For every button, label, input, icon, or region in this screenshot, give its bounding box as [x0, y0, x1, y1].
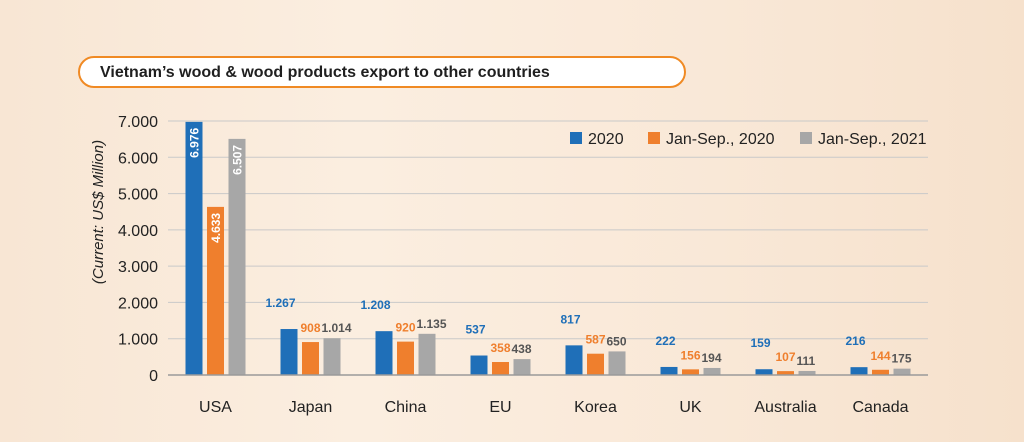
y-tick-label: 5.000 [118, 187, 158, 204]
bar-japan-2 [302, 342, 319, 375]
data-labels: 6.976 4.633 6.507 1.267 908 1.014 1.208 920 1.13… [188, 128, 912, 368]
bar-china-2 [397, 341, 414, 375]
chart-title: Vietnam’s wood & wood products export to… [100, 64, 550, 81]
x-tick-label: Korea [574, 399, 617, 416]
data-label: 107 [775, 350, 795, 364]
bar-australia-2 [777, 371, 794, 375]
y-axis-title: (Current: US$ Million) [90, 140, 107, 284]
data-label: 1.135 [417, 317, 447, 331]
y-tick-label: 1.000 [118, 332, 158, 349]
data-label: 159 [750, 336, 770, 350]
bar-eu-2 [492, 362, 509, 375]
x-tick-label: EU [489, 399, 511, 416]
bar-korea-1 [565, 345, 583, 375]
bar-uk-1 [660, 366, 678, 375]
data-label: 144 [870, 349, 890, 363]
data-label: 817 [560, 312, 580, 326]
bar-china-3 [418, 333, 436, 375]
bars [185, 121, 911, 376]
bar-australia-3 [798, 370, 816, 375]
bar-canada-1 [850, 367, 868, 375]
data-label: 587 [585, 333, 605, 347]
legend: 2020 Jan-Sep., 2020 Jan-Sep., 2021 [570, 131, 927, 148]
chart-title-box: Vietnam’s wood & wood products export to… [78, 56, 686, 88]
y-tick-label: 0 [149, 368, 158, 385]
bar-uk-2 [682, 369, 699, 375]
bar-eu-1 [470, 355, 488, 375]
bar-usa-2 [207, 206, 224, 375]
data-label: 6.976 [188, 128, 202, 158]
data-label: 156 [680, 348, 700, 362]
data-label: 908 [300, 321, 320, 335]
data-label: 222 [655, 334, 675, 348]
y-tick-label: 4.000 [118, 223, 158, 240]
x-tick-label: Canada [852, 399, 908, 416]
data-label: 650 [607, 334, 627, 348]
bar-australia-1 [755, 369, 773, 375]
data-label: 1.267 [265, 296, 295, 310]
legend-label: Jan-Sep., 2020 [666, 131, 775, 148]
x-tick-label: Australia [754, 399, 816, 416]
x-tick-label: Japan [289, 399, 333, 416]
bar-usa-1 [185, 121, 203, 376]
bar-korea-2 [587, 353, 604, 375]
bar-japan-1 [280, 329, 298, 375]
y-tick-label: 7.000 [118, 114, 158, 131]
bar-china-1 [375, 331, 393, 375]
bar-usa-3 [228, 138, 246, 375]
data-label: 1.014 [322, 321, 352, 335]
legend-swatch [570, 132, 582, 144]
data-label: 1.208 [360, 298, 390, 312]
data-label: 4.633 [209, 213, 223, 243]
data-label: 358 [490, 341, 510, 355]
x-tick-label: UK [679, 399, 702, 416]
bar-canada-3 [893, 368, 911, 375]
bar-canada-2 [872, 369, 889, 375]
data-label: 6.507 [231, 145, 245, 175]
axes: 0 1.000 2.000 3.000 4.000 5.000 6.000 7.000 (Cur… [90, 114, 928, 416]
legend-swatch [648, 132, 660, 144]
data-label: 438 [512, 342, 532, 356]
legend-swatch [800, 132, 812, 144]
y-tick-label: 3.000 [118, 259, 158, 276]
bar-uk-3 [703, 367, 721, 375]
legend-label: 2020 [588, 131, 624, 148]
y-tick-label: 6.000 [118, 150, 158, 167]
bar-korea-3 [608, 351, 626, 375]
x-tick-label: USA [199, 399, 232, 416]
data-label: 194 [702, 351, 722, 365]
bar-japan-3 [323, 338, 341, 375]
bar-eu-3 [513, 359, 531, 375]
data-label: 216 [845, 334, 865, 348]
data-label: 537 [465, 323, 485, 337]
data-label: 920 [395, 321, 415, 335]
x-tick-label: China [385, 399, 427, 416]
data-label: 111 [797, 354, 816, 368]
data-label: 175 [892, 352, 912, 366]
legend-label: Jan-Sep., 2021 [818, 131, 927, 148]
y-tick-label: 2.000 [118, 295, 158, 312]
